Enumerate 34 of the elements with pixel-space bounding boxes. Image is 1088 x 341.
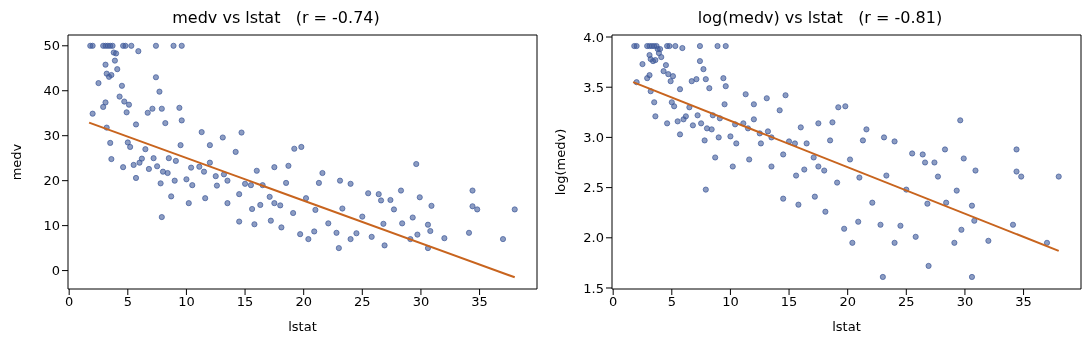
y-tick-label: 20 (43, 173, 60, 189)
y-tick-label: 2.5 (583, 180, 604, 196)
x-tick-label: 5 (667, 294, 676, 310)
y-tick-label: 2.0 (583, 230, 604, 246)
chart-title: log(medv) vs lstat (r = -0.81) (696, 8, 944, 29)
y-tick-label: 30 (43, 128, 60, 144)
x-tick-label: 25 (354, 294, 371, 310)
x-tick-label: 35 (1015, 294, 1032, 310)
x-tick-label: 35 (471, 294, 488, 310)
y-tick-label: 1.5 (583, 280, 604, 296)
x-tick-label: 0 (609, 294, 618, 310)
y-tick-label: 40 (43, 83, 60, 99)
y-tick-label: 3.0 (583, 130, 604, 146)
x-tick-label: 0 (65, 294, 74, 310)
x-tick-label: 25 (898, 294, 915, 310)
x-tick-label: 20 (295, 294, 312, 310)
x-tick-label: 10 (722, 294, 739, 310)
x-tick-label: 15 (236, 294, 254, 310)
chart-title: medv vs lstat (r = -0.74) (171, 8, 381, 29)
x-tick-label: 15 (780, 294, 798, 310)
y-tick-label: 10 (43, 218, 60, 234)
x-axis-title: lstat (288, 319, 317, 334)
y-axis-title: medv (8, 143, 24, 181)
x-tick-label: 5 (123, 294, 132, 310)
y-tick-label: 4.0 (583, 29, 604, 45)
x-tick-label: 30 (956, 294, 974, 310)
y-tick-label: 0 (51, 263, 60, 279)
y-tick-label: 50 (43, 38, 60, 54)
y-axis-title: log(medv) (552, 128, 568, 196)
x-tick-label: 20 (839, 294, 856, 310)
x-tick-label: 30 (412, 294, 430, 310)
x-tick-label: 10 (178, 294, 195, 310)
y-tick-label: 3.5 (583, 79, 604, 95)
x-axis-title: lstat (832, 319, 861, 334)
